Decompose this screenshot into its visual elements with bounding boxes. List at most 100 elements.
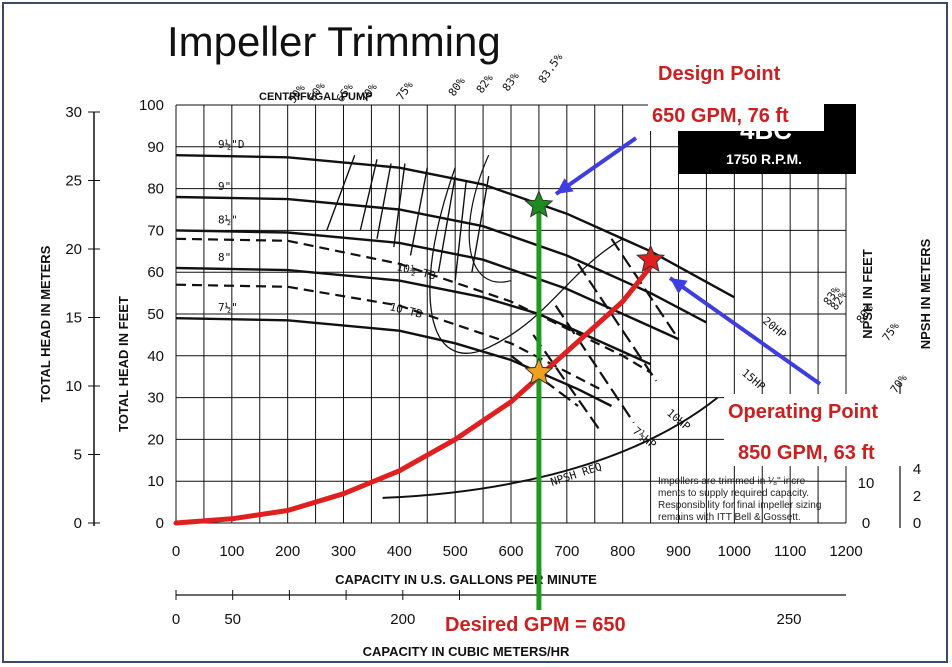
efficiency-loop [468, 154, 512, 283]
x-tick-label: 200 [275, 543, 300, 560]
horsepower-line [610, 238, 680, 340]
impeller-curve [175, 266, 652, 366]
y-tick-label: 30 [147, 390, 164, 407]
npsh-m-tick-label: 4 [913, 461, 921, 478]
x-tick-label: 900 [666, 543, 691, 560]
x-tick-label: 700 [554, 543, 579, 560]
efficiency-line [393, 163, 406, 248]
efficiency-line [437, 175, 456, 273]
x-tick-label: 400 [387, 543, 412, 560]
x-tick-label: 1200 [829, 543, 862, 560]
meters-tick-label: 20 [65, 241, 82, 258]
x-tick-label: 800 [610, 543, 635, 560]
x-tick-label: 100 [219, 543, 244, 560]
meters-tick-label: 15 [65, 310, 82, 327]
efficiency-line [454, 180, 467, 281]
dashed-curve-label: 10 TB [388, 300, 424, 321]
efficiency-label: 82% [474, 72, 496, 96]
y-axis-title-feet: TOTAL HEAD IN FEET [116, 296, 131, 432]
operating-point-value: 850 GPM, 63 ft [738, 442, 875, 464]
efficiency-label: 70% [888, 372, 910, 396]
horsepower-label: 20HP [760, 314, 789, 341]
meters-tick-label: 10 [65, 378, 82, 395]
horsepower-line [554, 304, 635, 424]
y-axis-title-meters: TOTAL HEAD IN METERS [38, 245, 53, 402]
system-curve [173, 257, 659, 526]
x-tick-label: 300 [331, 543, 356, 560]
design-point-heading: Design Point [658, 63, 781, 85]
y-tick-label: 50 [147, 306, 164, 323]
meters-tick-label: 30 [65, 104, 82, 121]
impeller-label: 8½" [218, 213, 238, 226]
efficiency-line [376, 163, 392, 239]
horsepower-line [577, 263, 658, 382]
x-tick-label: 500 [443, 543, 468, 560]
x-tick-label: 1100 [774, 543, 806, 560]
y-tick-label: 70 [147, 222, 164, 239]
impeller-curve [175, 195, 707, 324]
speed-label: 1750 R.P.M. [726, 151, 802, 167]
y-tick-label: 90 [147, 139, 164, 156]
arrow-head [670, 278, 688, 294]
npsh-ft-tick-label: 0 [862, 515, 870, 532]
y-tick-label: 80 [147, 181, 164, 198]
efficiency-line [326, 154, 356, 231]
desired-gpm-label: Desired GPM = 650 [445, 614, 626, 636]
x2-axis-title: CAPACITY IN CUBIC METERS/HR [363, 644, 570, 659]
arrow-shaft [668, 276, 822, 386]
npsh-meters-title: NPSH IN METERS [918, 238, 933, 349]
y-tick-label: 0 [156, 515, 164, 532]
meters-tick-label: 0 [74, 515, 82, 532]
x-tick-label: 600 [498, 543, 523, 560]
note-line: Impellers are trimmed in ¹⁄₈" incre- [658, 476, 809, 487]
impeller-label: 9" [218, 180, 231, 193]
cmh-tick-label: 0 [172, 611, 180, 628]
efficiency-label: 80% [446, 75, 468, 99]
efficiency-loop [429, 167, 624, 354]
npsh-m-tick-label: 0 [913, 515, 921, 532]
slide-title: Impeller Trimming [167, 18, 501, 65]
x-tick-label: 0 [172, 543, 180, 560]
efficiency-line [409, 167, 428, 256]
note-line: ments to supply required capacity. [658, 488, 809, 499]
x-tick-label: 1000 [718, 543, 751, 560]
efficiency-line [359, 159, 378, 231]
y-tick-label: 60 [147, 264, 164, 281]
operating-point-star [636, 244, 666, 273]
design-point-star [524, 189, 554, 218]
design-label-bg [648, 97, 824, 131]
efficiency-line [471, 175, 490, 273]
pump-curve-chart: Impeller Trimming 0 100 200 300 400 500 600 700… [38, 18, 933, 659]
note-line: Responsibility for final impeller sizing [658, 500, 821, 511]
meters-tick-label: 5 [74, 447, 82, 464]
impeller-curve [175, 317, 613, 408]
impeller-label: 7½" [218, 301, 238, 314]
operating-label-bg [724, 394, 914, 466]
npsh-feet-title: NPSH IN FEET [860, 249, 875, 339]
efficiency-label: 75% [394, 79, 416, 103]
impeller-curve [175, 229, 679, 341]
npsh-req-curve [382, 396, 719, 499]
operating-point-heading: Operating Point [728, 401, 878, 423]
y-tick-label: 100 [139, 97, 164, 114]
impeller-label: 9½"D [218, 138, 245, 151]
efficiency-label: 75% [880, 320, 902, 344]
impeller-label: 8" [218, 251, 231, 264]
trim-note: Impellers are trimmed in ¹⁄₈" incre- men… [658, 476, 821, 523]
efficiency-label: 83% [500, 70, 522, 94]
y-tick-label: 40 [147, 348, 164, 365]
cmh-tick-label: 200 [390, 611, 415, 628]
cmh-tick-label: 250 [776, 611, 801, 628]
design-point-value: 650 GPM, 76 ft [652, 105, 789, 127]
y-tick-label: 20 [147, 431, 164, 448]
npsh-ft-tick-label: 10 [858, 475, 875, 492]
intersection-star [524, 357, 554, 385]
npsh-m-tick-label: 2 [913, 488, 921, 505]
cmh-tick-label: 50 [224, 611, 241, 628]
y-tick-label: 10 [147, 473, 164, 490]
pump-type-label: CENTRIFUGAL PUMP [259, 91, 372, 103]
arrow-shaft [554, 136, 638, 196]
meters-tick-label: 25 [65, 173, 82, 190]
